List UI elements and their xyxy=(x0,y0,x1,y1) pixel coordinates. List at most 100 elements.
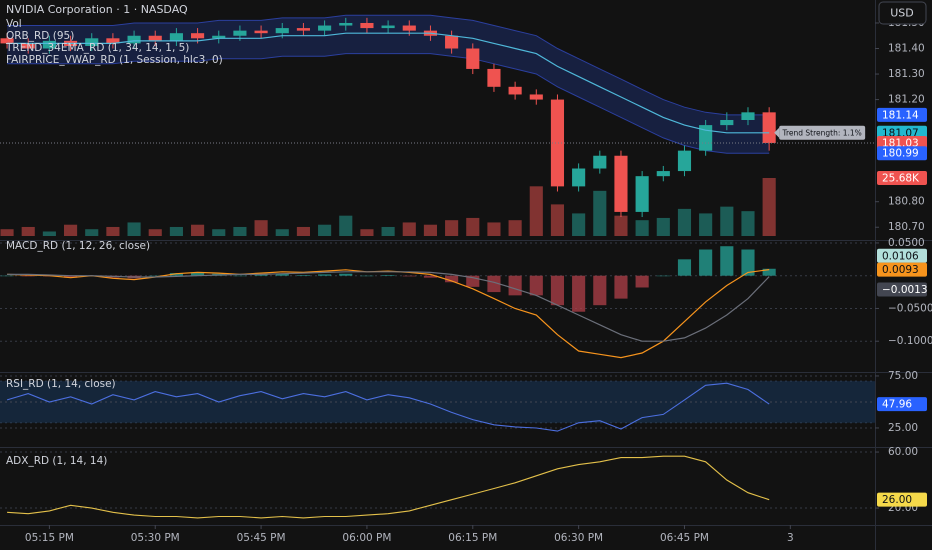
histogram-bar xyxy=(191,272,205,276)
candle-body xyxy=(191,33,205,39)
y-tick-label: 181.30 xyxy=(888,68,925,80)
volume-bar xyxy=(466,217,480,236)
volume-bar xyxy=(85,229,99,236)
volume-bar xyxy=(593,190,607,236)
candle-body xyxy=(550,99,565,187)
candle-body xyxy=(318,25,332,31)
volume-bar xyxy=(42,231,56,236)
volume-bar xyxy=(212,229,226,236)
y-tick-label: 181.40 xyxy=(888,43,925,55)
volume-bar xyxy=(699,213,713,236)
candle-body xyxy=(572,168,586,187)
volume-bar xyxy=(445,220,459,236)
candle-body xyxy=(677,150,692,172)
band-lower xyxy=(7,53,770,154)
candle-body xyxy=(656,171,670,177)
volume-bar xyxy=(296,226,310,236)
pane-title: RSI_RD (1, 14, close) xyxy=(6,378,116,390)
histogram-bar xyxy=(169,273,183,276)
histogram-bar xyxy=(318,274,332,276)
volume-bar xyxy=(656,217,670,236)
price-badge xyxy=(877,146,927,161)
volume-bar xyxy=(423,224,438,236)
candle-body xyxy=(720,120,734,126)
candle-body xyxy=(699,125,713,151)
histogram-bar xyxy=(381,275,395,276)
y-tick-label: 180.70 xyxy=(888,221,925,233)
volume-bar xyxy=(275,229,289,236)
legend-entry: Vol xyxy=(6,18,22,30)
candle-body xyxy=(508,86,522,95)
histogram-bar xyxy=(233,275,247,277)
volume-bar xyxy=(254,220,268,236)
candle-body xyxy=(762,112,776,143)
volume-bar xyxy=(106,226,120,236)
y-tick-label: 0.0500 xyxy=(888,237,925,249)
volume-bar xyxy=(402,222,416,236)
price-badge-label: 0.0106 xyxy=(882,250,919,262)
price-badge-label: 47.96 xyxy=(882,399,912,411)
histogram-bar xyxy=(466,275,480,287)
histogram-bar xyxy=(593,275,607,306)
x-tick-label: 05:15 PM xyxy=(25,532,74,544)
histogram-bar xyxy=(0,275,14,277)
x-tick-label: 06:45 PM xyxy=(660,532,709,544)
volume-bar xyxy=(381,226,395,236)
histogram-bar xyxy=(741,249,755,276)
histogram-bar xyxy=(148,275,162,277)
price-badge xyxy=(877,492,927,507)
x-tick-label: 06:15 PM xyxy=(448,532,497,544)
currency-button[interactable]: USD xyxy=(878,1,927,25)
symbol-title: NVIDIA Corporation · 1 · NASDAQ xyxy=(6,3,188,16)
y-tick-label: 75.00 xyxy=(888,370,918,382)
histogram-bar xyxy=(64,275,78,278)
volume-bar xyxy=(614,215,628,236)
x-tick-label: 05:45 PM xyxy=(237,532,286,544)
candle-body xyxy=(529,94,543,100)
candle-body xyxy=(85,38,99,46)
histogram-bar xyxy=(254,274,268,276)
annotation-text: Trend Strength: 1.1% xyxy=(781,128,861,137)
currency-label[interactable]: USD xyxy=(890,7,914,20)
currency-button-frame[interactable] xyxy=(878,1,927,25)
annotation-box xyxy=(779,125,866,140)
histogram-bar xyxy=(762,268,776,276)
histogram-bar xyxy=(445,275,459,283)
pane-title: MACD_RD (1, 12, 26, close) xyxy=(6,240,150,252)
candle-body xyxy=(275,28,289,34)
y-tick-label: 25.00 xyxy=(888,422,918,434)
indicator-line xyxy=(7,269,770,359)
candle-body xyxy=(21,43,35,49)
y-tick-label: 180.80 xyxy=(888,196,925,208)
indicator-line xyxy=(7,271,770,342)
x-tick-label: 3 xyxy=(787,532,794,544)
price-badge xyxy=(877,282,927,297)
histogram-bar xyxy=(402,275,416,277)
volume-bar xyxy=(550,204,565,236)
volume-bar xyxy=(360,229,374,236)
volume-bar xyxy=(762,178,776,236)
volume-bar xyxy=(677,208,692,236)
candle-body xyxy=(635,176,649,212)
price-badge xyxy=(877,262,927,277)
volume-bar xyxy=(191,224,205,236)
y-tick-label: −0.1000 xyxy=(888,335,932,347)
price-badge-label: 181.14 xyxy=(882,109,919,121)
candle-body xyxy=(593,155,607,169)
histogram-bar xyxy=(339,273,353,276)
histogram-bar xyxy=(423,275,438,278)
histogram-bar xyxy=(529,275,543,296)
y-tick-label: 181.20 xyxy=(888,94,925,106)
volume-bar xyxy=(339,215,353,236)
histogram-bar xyxy=(720,246,734,276)
candle-body xyxy=(148,35,162,41)
volume-bar xyxy=(720,206,734,236)
histogram-bar xyxy=(550,275,565,306)
volume-bar xyxy=(169,226,183,236)
volume-bar xyxy=(318,224,332,236)
price-badge-label: 180.99 xyxy=(882,148,919,160)
histogram-bar xyxy=(656,275,670,277)
candle-body xyxy=(614,155,628,212)
